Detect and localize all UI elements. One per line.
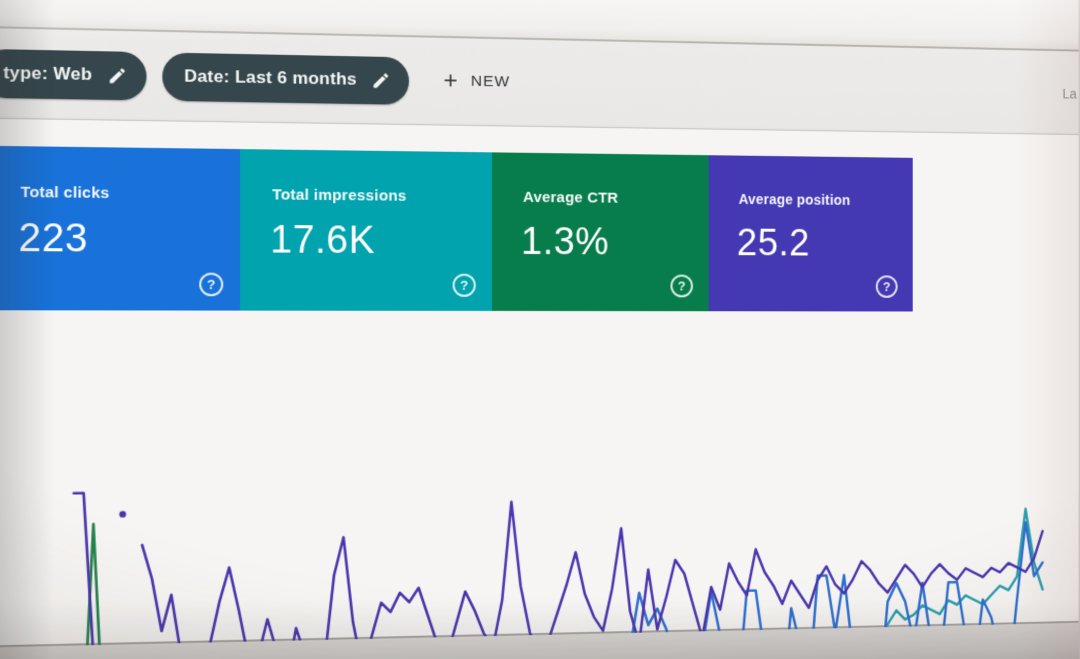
filter-chip-date-range[interactable]: Date: Last 6 months	[162, 51, 409, 105]
partial-text-right: La	[1062, 85, 1077, 102]
help-icon[interactable]: ?	[199, 272, 224, 297]
card-total-impressions-value: 17.6K	[270, 218, 376, 263]
filter-bar: type: Web Date: Last 6 months + NEW La	[0, 27, 1079, 135]
card-average-ctr-label: Average CTR	[523, 188, 619, 207]
plus-icon: +	[443, 67, 458, 95]
card-average-ctr-value: 1.3%	[521, 220, 610, 264]
filter-chip-search-type-label: type: Web	[3, 62, 93, 85]
card-average-position-value: 25.2	[736, 222, 810, 265]
card-total-impressions[interactable]: Total impressions 17.6K ?	[239, 149, 492, 311]
metric-cards-row: Total clicks 223 ? Total impressions 17.…	[0, 145, 913, 312]
edit-icon[interactable]	[107, 65, 127, 85]
help-icon[interactable]: ?	[875, 275, 898, 298]
card-total-clicks-value: 223	[18, 216, 88, 261]
help-icon[interactable]: ?	[670, 274, 693, 298]
edit-icon[interactable]	[371, 70, 390, 90]
filter-chip-search-type[interactable]: type: Web	[0, 48, 147, 100]
help-icon[interactable]: ?	[452, 273, 476, 297]
card-average-ctr[interactable]: Average CTR 1.3% ?	[491, 152, 709, 312]
card-total-clicks[interactable]: Total clicks 223 ?	[0, 145, 240, 311]
series-point-average-position	[119, 510, 127, 518]
filter-chip-date-range-label: Date: Last 6 months	[184, 66, 357, 89]
new-filter-label: NEW	[470, 72, 511, 91]
card-average-position-label: Average position	[738, 191, 851, 208]
performance-panel: Total clicks 223 ? Total impressions 17.…	[0, 117, 1079, 648]
card-total-clicks-label: Total clicks	[20, 183, 110, 203]
card-total-impressions-label: Total impressions	[272, 186, 407, 205]
new-filter-button[interactable]: + NEW	[443, 67, 511, 95]
card-average-position[interactable]: Average position 25.2 ?	[708, 155, 913, 312]
